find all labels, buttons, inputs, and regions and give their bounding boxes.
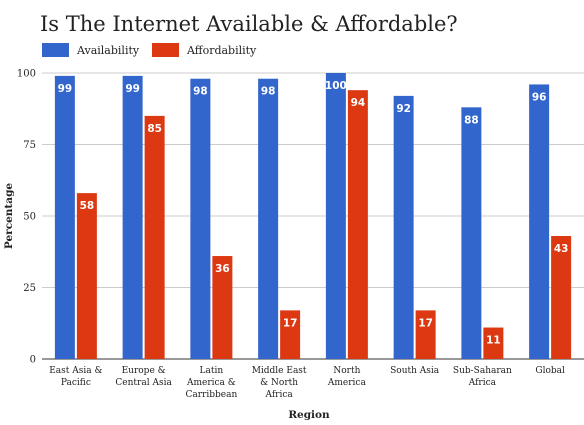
bar-affordability-1	[144, 115, 165, 360]
legend-label-availability: Availability	[76, 44, 140, 57]
y-axis-title: Percentage	[3, 183, 15, 250]
bar-availability-0	[54, 75, 75, 360]
y-tick-label: 100	[17, 69, 36, 80]
data-label-affordability-5: 17	[418, 317, 433, 329]
x-axis-title: Region	[288, 409, 330, 421]
bar-affordability-7	[551, 236, 572, 359]
data-label-affordability-0: 58	[80, 200, 95, 212]
y-tick-label: 50	[23, 212, 36, 223]
bar-affordability-3	[280, 310, 301, 359]
bar-availability-3	[258, 78, 279, 359]
legend-label-affordability: Affordability	[186, 44, 257, 57]
bar-affordability-5	[415, 310, 436, 359]
x-category-label: Middle East & North Africa	[252, 366, 307, 400]
data-label-affordability-3: 17	[283, 317, 298, 329]
chart-title: Is The Internet Available & Affordable?	[40, 12, 458, 36]
x-category-label: Sub-Saharan Africa	[453, 366, 512, 388]
data-label-affordability-2: 36	[215, 263, 230, 275]
x-axis-categories: East Asia & Pacific Europe & Central Asia La…	[49, 366, 565, 400]
bars: 99 99 98 98 100 92 88 96 58 85 36 17 94 17 11 43	[54, 73, 572, 360]
y-tick-label: 75	[23, 140, 36, 151]
x-category-label: Europe & Central Asia	[115, 366, 172, 388]
data-label-availability-1: 99	[125, 83, 140, 95]
data-label-availability-4: 100	[325, 80, 347, 92]
bar-affordability-0	[76, 193, 97, 359]
data-label-availability-0: 99	[58, 83, 73, 95]
data-label-availability-5: 92	[396, 103, 411, 115]
data-label-affordability-4: 94	[351, 97, 366, 109]
y-tick-label: 0	[30, 355, 36, 366]
legend-swatch-availability	[42, 43, 69, 57]
x-category-label: Global	[535, 366, 565, 376]
data-label-affordability-1: 85	[147, 123, 162, 135]
bar-availability-4	[325, 73, 346, 359]
bar-affordability-2	[212, 256, 233, 359]
y-tick-label: 25	[23, 283, 36, 294]
data-label-affordability-6: 11	[486, 335, 501, 347]
y-axis-ticks: 0 25 50 75 100	[17, 69, 36, 366]
x-category-label: Latin America & Carribbean	[186, 366, 238, 400]
data-label-affordability-7: 43	[554, 243, 569, 255]
bar-availability-5	[393, 95, 414, 359]
bar-availability-7	[529, 84, 550, 359]
data-label-availability-7: 96	[532, 91, 547, 103]
bar-affordability-4	[347, 90, 368, 359]
bar-availability-6	[461, 107, 482, 359]
x-category-label: East Asia & Pacific	[49, 366, 102, 388]
data-label-availability-2: 98	[193, 86, 208, 98]
data-label-availability-6: 88	[464, 114, 479, 126]
x-category-label: South Asia	[390, 366, 440, 376]
data-label-availability-3: 98	[261, 86, 276, 98]
x-category-label: North America	[327, 366, 367, 388]
bar-availability-1	[122, 75, 143, 360]
bar-availability-2	[190, 78, 211, 359]
legend-swatch-affordability	[152, 43, 179, 57]
legend: Availability Affordability	[42, 43, 257, 57]
bar-affordability-6	[483, 327, 504, 359]
